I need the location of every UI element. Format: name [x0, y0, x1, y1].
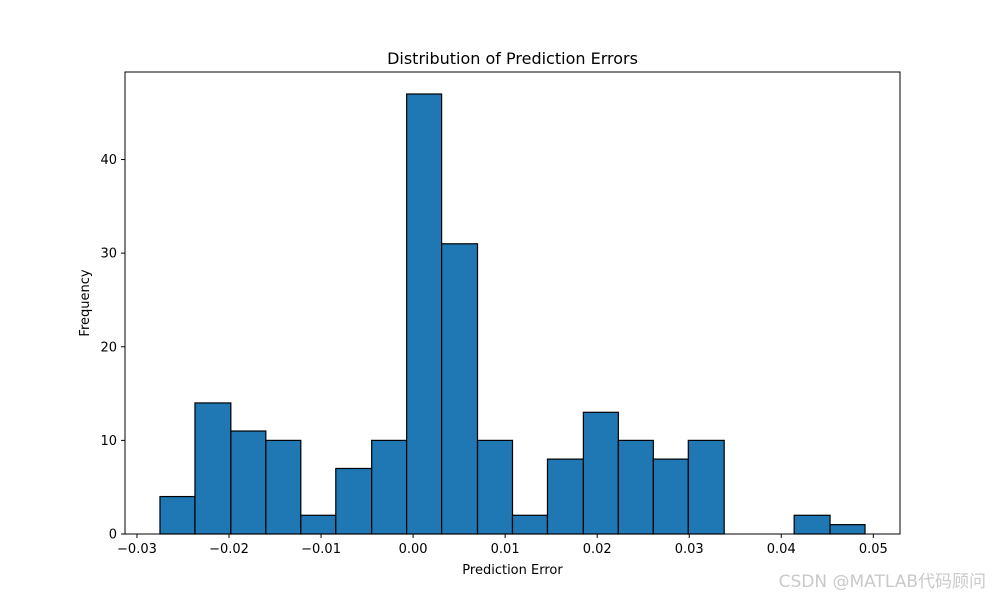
- histogram-bar: [687, 439, 725, 535]
- histogram-bar: [300, 514, 337, 535]
- histogram-bar: [406, 93, 443, 535]
- histogram-bar: [546, 458, 584, 535]
- x-tick-label: 0.03: [675, 542, 704, 557]
- histogram-bar: [265, 439, 302, 535]
- y-tick-label: 20: [100, 340, 117, 355]
- x-axis-label: Prediction Error: [462, 563, 563, 578]
- histogram-bar: [652, 458, 689, 535]
- watermark: CSDN @MATLAB代码顾问: [778, 572, 986, 592]
- x-tick-label: 0.02: [583, 542, 612, 557]
- y-axis-label: Frequency: [78, 269, 93, 336]
- x-tick-label: 0.04: [767, 542, 796, 557]
- x-tick-label: −0.02: [209, 542, 249, 557]
- histogram-bar: [476, 439, 514, 535]
- x-tick-label: −0.03: [117, 542, 157, 557]
- chart-title: Distribution of Prediction Errors: [387, 49, 638, 68]
- y-axis-ticks: 0 10 20 30 40: [100, 153, 125, 543]
- histogram-bar: [371, 439, 408, 535]
- y-tick-label: 0: [109, 528, 117, 543]
- histogram-bar: [335, 467, 373, 535]
- plot-frame: [124, 71, 901, 535]
- y-tick-label: 10: [100, 434, 117, 449]
- bars-layer: [159, 93, 866, 535]
- histogram-bar: [617, 439, 654, 535]
- histogram-bar: [829, 524, 866, 535]
- x-tick-label: −0.01: [301, 542, 341, 557]
- histogram-bar: [159, 495, 196, 535]
- histogram-bar: [194, 402, 232, 535]
- x-tick-label: 0.01: [491, 542, 520, 557]
- x-tick-label: 0.05: [859, 542, 888, 557]
- histogram-bar: [511, 514, 549, 535]
- histogram-bar: [793, 514, 831, 535]
- histogram-bar: [230, 430, 267, 535]
- x-tick-label: 0.00: [399, 542, 428, 557]
- y-tick-label: 30: [100, 247, 117, 262]
- x-axis-ticks: −0.03 −0.02 −0.01 0.00 0.01 0.02 0.03 0.04 0.05: [117, 534, 888, 557]
- y-tick-label: 40: [100, 153, 117, 168]
- histogram-bar: [441, 243, 479, 535]
- histogram-bar: [582, 411, 619, 535]
